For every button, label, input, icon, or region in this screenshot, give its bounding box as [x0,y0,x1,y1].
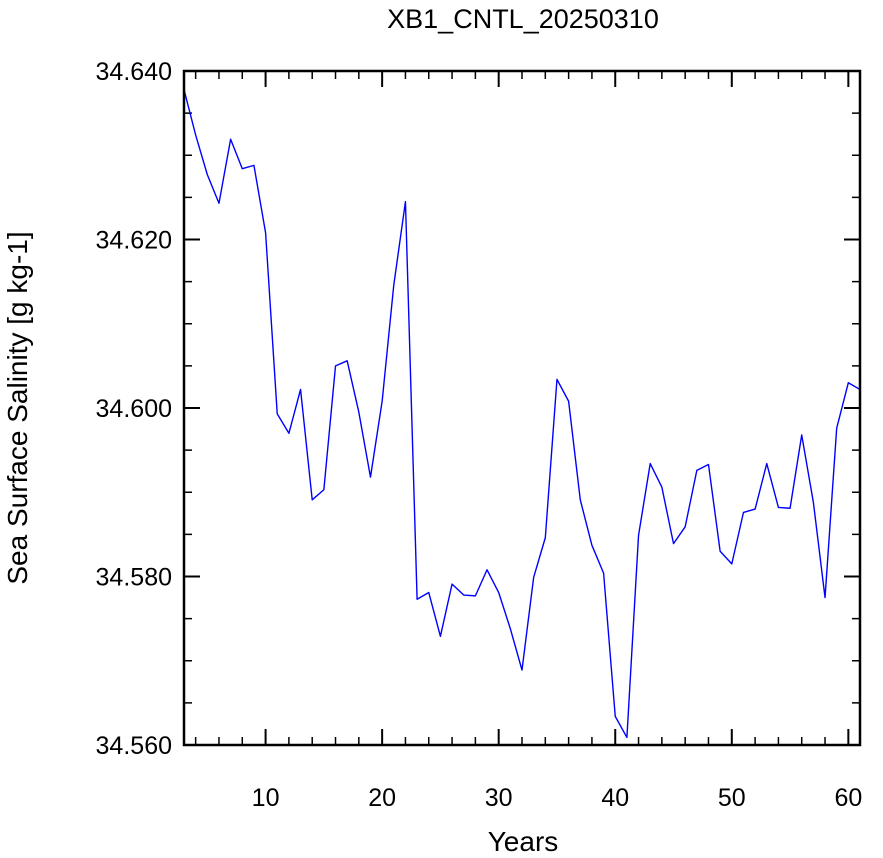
y-tick-label: 34.560 [96,732,172,760]
x-tick-label: 10 [252,784,280,812]
y-tick-label: 34.580 [96,564,172,592]
x-tick-label: 60 [834,784,862,812]
y-tick-label: 34.600 [96,395,172,423]
y-axis-label: Sea Surface Salinity [g kg-1] [2,231,33,584]
x-tick-label: 30 [485,784,513,812]
y-tick-label: 34.620 [96,227,172,255]
series-line [183,89,861,739]
chart-title: XB1_CNTL_20250310 [387,4,659,34]
plot-frame [182,69,862,747]
x-tick-label: 40 [601,784,629,812]
axis-tick-labels: 10 20 30 40 50 60 34.560 34.580 34.600 34.620 34.6… [96,58,863,812]
y-tick-label: 34.640 [96,58,172,86]
x-axis-label: Years [488,826,559,857]
axis-ticks [184,70,860,746]
plot-series [183,89,861,739]
x-tick-label: 50 [718,784,746,812]
x-tick-label: 20 [368,784,396,812]
